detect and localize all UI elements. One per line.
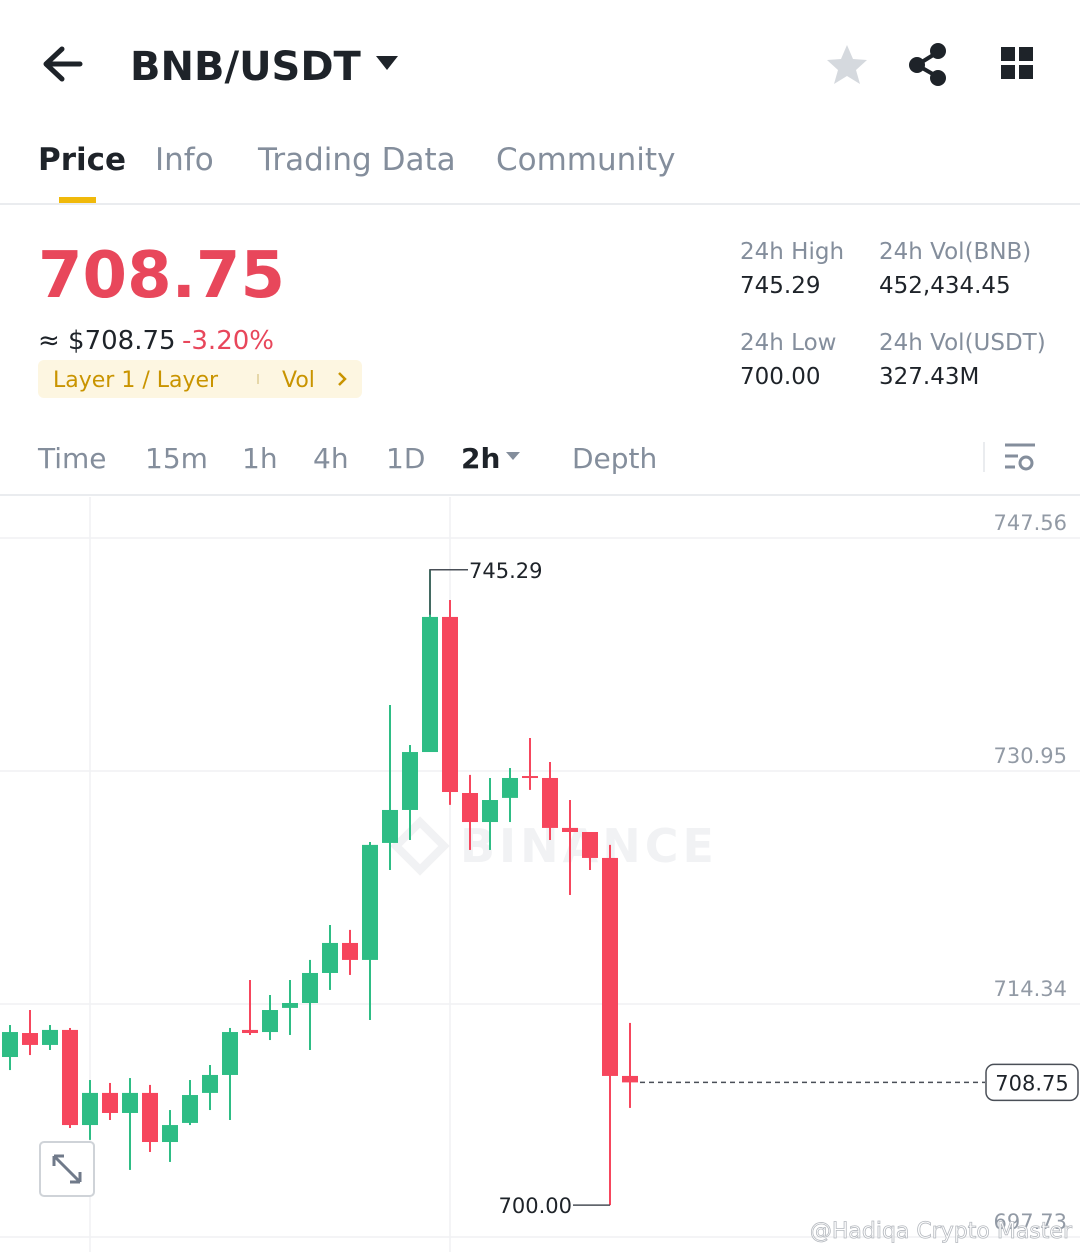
expand-button[interactable]	[39, 1141, 95, 1197]
candle-body	[582, 831, 598, 858]
candle-body	[382, 809, 398, 843]
candle-body	[102, 1092, 118, 1113]
interval[interactable]: 2h	[461, 442, 500, 475]
chart-settings[interactable]	[1005, 443, 1035, 471]
candle-body	[242, 1029, 258, 1034]
fiat-price: ≈ $708.75	[38, 326, 176, 356]
candle-body	[502, 777, 518, 798]
tab[interactable]: Price	[38, 142, 126, 178]
candle-body	[322, 942, 338, 973]
pair-title[interactable]: BNB/USDT	[130, 44, 362, 90]
tab-indicator	[59, 197, 96, 203]
stat-label: 24h High	[740, 239, 844, 265]
max-pointer	[429, 569, 468, 615]
stat-label: 24h Vol(BNB)	[879, 239, 1031, 265]
candle-body	[62, 1029, 78, 1126]
candle-body	[542, 777, 558, 828]
candle-body	[422, 616, 438, 753]
candle-body	[462, 792, 478, 823]
candle-body	[342, 942, 358, 960]
max-label: 745.29	[469, 559, 542, 583]
tag-chip[interactable]	[38, 360, 362, 398]
interval[interactable]: 15m	[145, 442, 208, 475]
stat-value: 327.43M	[879, 364, 979, 390]
candle-body	[182, 1095, 198, 1123]
favorite-star[interactable]	[827, 45, 867, 84]
y-tick-label: 730.95	[994, 744, 1067, 768]
back-button[interactable]	[43, 46, 83, 82]
candle-body	[522, 776, 538, 779]
share-button[interactable]	[909, 43, 946, 86]
stat-label: 24h Vol(USDT)	[879, 330, 1046, 356]
candle-body	[622, 1075, 638, 1083]
tag-text[interactable]: Layer 1 / Layer	[53, 368, 219, 393]
pair-dropdown[interactable]	[376, 56, 398, 70]
candle-body	[302, 972, 318, 1003]
price-change: -3.20%	[182, 326, 274, 356]
stat-value: 745.29	[740, 273, 820, 299]
interval[interactable]: 1D	[386, 442, 425, 475]
tag-arrow[interactable]	[338, 372, 347, 386]
candle-body	[42, 1029, 58, 1045]
stat-value: 700.00	[740, 364, 820, 390]
candle-body	[22, 1033, 38, 1045]
tab[interactable]: Info	[155, 142, 214, 178]
y-tick-label: 714.34	[994, 977, 1067, 1001]
interval[interactable]: Time	[37, 442, 107, 475]
candle-body	[602, 857, 618, 1076]
candle-body	[222, 1032, 238, 1075]
candle-body	[142, 1092, 158, 1143]
candle-body	[562, 827, 578, 832]
y-tick-label: 747.56	[994, 511, 1067, 535]
stat-value: 452,434.45	[879, 273, 1011, 299]
tab[interactable]: Trading Data	[257, 142, 456, 178]
candle-body	[282, 1002, 298, 1008]
interval[interactable]: Depth	[572, 442, 657, 475]
y-tick-label: 697.73	[994, 1210, 1067, 1234]
last-price: 708.75	[38, 239, 285, 313]
credit: @Hadiqa Crypto Master	[810, 1219, 1073, 1244]
candle-body	[122, 1092, 138, 1113]
last-price-box	[985, 1063, 1079, 1102]
interval[interactable]: 1h	[242, 442, 278, 475]
layout-button[interactable]	[1001, 47, 1033, 79]
candle-body	[442, 616, 458, 793]
min-label: 700.00	[499, 1194, 572, 1218]
interval-dropdown[interactable]	[506, 452, 520, 460]
candle-body	[402, 752, 418, 810]
tag-link[interactable]: Vol	[282, 368, 315, 393]
tab[interactable]: Community	[496, 142, 675, 178]
candle-body	[2, 1032, 18, 1058]
stat-label: 24h Low	[740, 330, 836, 356]
candle-body	[82, 1092, 98, 1126]
candle-body	[362, 844, 378, 960]
interval[interactable]: 4h	[313, 442, 349, 475]
candle-body	[202, 1074, 218, 1093]
watermark-logo	[390, 816, 450, 876]
candle-body	[262, 1010, 278, 1033]
candle-body	[162, 1125, 178, 1143]
candle-body	[482, 800, 498, 823]
last-price-label: 708.75	[995, 1071, 1068, 1095]
